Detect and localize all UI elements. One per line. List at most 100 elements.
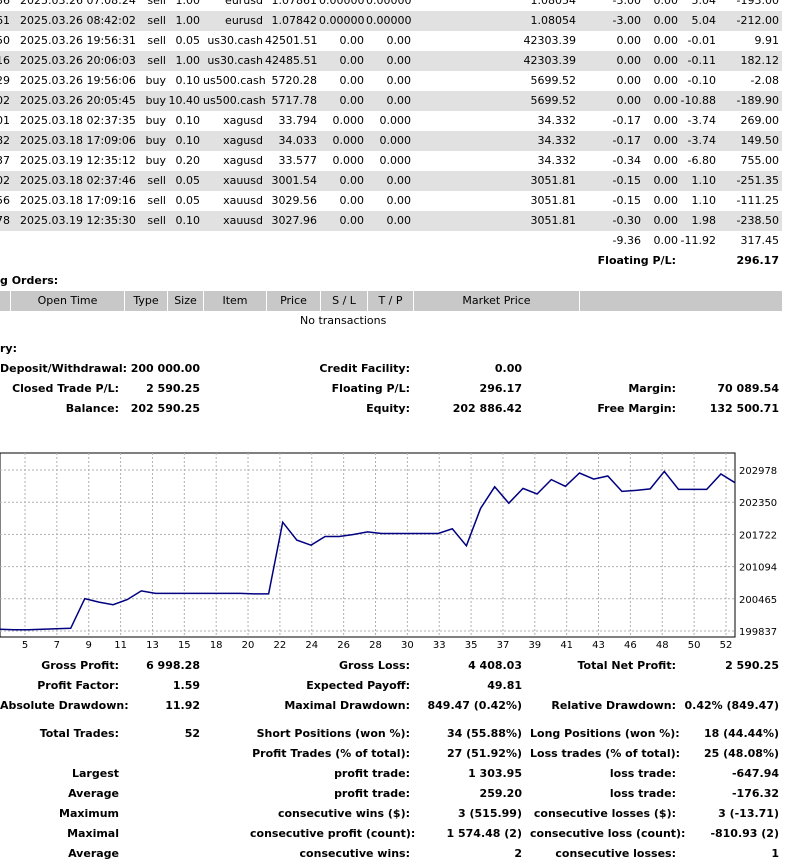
total-trades-label: Total Trades: xyxy=(39,727,119,740)
maximal-label: Maximal xyxy=(67,827,119,840)
x-tick-label: 15 xyxy=(178,640,191,650)
position-row: 01 2025.03.18 02:37:35 buy 0.10 xagusd 33.794… xyxy=(0,111,782,131)
loss-trades-value: 25 (48.08%) xyxy=(703,747,779,760)
closed-pl-label: Closed Trade P/L: xyxy=(12,382,119,395)
absolute-drawdown-value: 11.92 xyxy=(165,699,200,712)
position-id: 61 xyxy=(0,14,10,27)
col-size: Size xyxy=(167,291,203,311)
closed-pl-value: 2 590.25 xyxy=(146,382,200,395)
position-size: 0.10 xyxy=(175,134,201,147)
avg-consec-losses-value: 1 xyxy=(771,847,779,860)
profit-trades-label: Profit Trades (% of total): xyxy=(252,747,410,760)
position-row: 502025.03.26 19:56:31sell0.05us30.cash42… xyxy=(0,31,782,51)
summary-title: ry: xyxy=(0,342,17,355)
relative-drawdown-value: 0.42% (849.47) xyxy=(684,699,780,712)
position-time: 2025.03.18 02:37:46 xyxy=(20,174,136,187)
total-swap: -11.92 xyxy=(680,234,716,247)
floating-pl-value: 296.17 xyxy=(479,382,522,395)
long-positions-label: Long Positions (won %): xyxy=(530,727,680,740)
position-market: 42303.39 xyxy=(523,54,577,67)
position-item: xauusd xyxy=(223,214,263,227)
position-item: us30.cash xyxy=(207,54,263,67)
position-tp: 0.00 xyxy=(386,54,412,67)
position-swap: -0.01 xyxy=(687,34,716,47)
position-profit: -2.08 xyxy=(750,74,779,87)
position-market: 34.332 xyxy=(537,154,577,167)
max-consec-wins-label: consecutive wins ($): xyxy=(277,807,410,820)
position-swap: -3.74 xyxy=(687,134,716,147)
position-id: 50 xyxy=(0,34,10,47)
position-price: 42485.51 xyxy=(265,54,318,67)
position-row: 56 2025.03.18 17:09:16 sell 0.05 xauusd 3029.… xyxy=(0,191,782,211)
position-market: 34.332 xyxy=(537,134,577,147)
position-market: 5699.52 xyxy=(530,74,577,87)
x-tick-label: 24 xyxy=(305,640,318,650)
position-size: 1.00 xyxy=(175,0,201,7)
avg-consec-wins-label: consecutive wins: xyxy=(299,847,410,860)
position-row: 02 2025.03.18 02:37:46 sell 0.05 xauusd 3001.… xyxy=(0,171,782,191)
position-type: buy xyxy=(145,134,166,147)
position-time: 2025.03.18 17:09:16 xyxy=(20,194,136,207)
deposit-label: Deposit/Withdrawal: xyxy=(0,362,128,375)
position-item: xagusd xyxy=(223,114,263,127)
profit-factor-value: 1.59 xyxy=(172,679,200,692)
margin-label: Margin: xyxy=(628,382,676,395)
position-swap: -0.10 xyxy=(687,74,716,87)
equity-label: Equity: xyxy=(366,402,410,415)
short-positions-value: 34 (55.88%) xyxy=(446,727,522,740)
average-profit-value: 259.20 xyxy=(479,787,522,800)
gross-profit-value: 6 998.28 xyxy=(146,659,200,672)
avg-consec-wins-value: 2 xyxy=(514,847,522,860)
position-id: 82 xyxy=(0,134,10,147)
position-id: 37 xyxy=(0,154,10,167)
max-consec-losses-value: 3 (-13.71) xyxy=(718,807,779,820)
position-swap: 5.04 xyxy=(691,0,717,7)
position-taxes: 0.00 xyxy=(653,154,679,167)
floating-value: 296.17 xyxy=(736,254,779,267)
profit-trades-value: 27 (51.92%) xyxy=(446,747,522,760)
position-tp: 0.00000 xyxy=(366,14,412,27)
x-tick-label: 7 xyxy=(54,640,60,650)
position-taxes: 0.00 xyxy=(653,34,679,47)
x-tick-label: 5 xyxy=(22,640,28,650)
no-transactions: No transactions xyxy=(300,314,387,327)
x-tick-label: 39 xyxy=(528,640,541,650)
position-market: 3051.81 xyxy=(530,194,577,207)
y-tick-label: 202350 xyxy=(739,498,777,509)
absolute-drawdown-label: Absolute Drawdown: xyxy=(0,699,129,712)
position-profit: 182.12 xyxy=(740,54,780,67)
position-time: 2025.03.18 02:37:35 xyxy=(20,114,136,127)
position-tp: 0.00 xyxy=(386,74,412,87)
position-row: 36 2025.03.26 07:08:24 sell 1.00 eurusd 1.078… xyxy=(0,0,782,11)
x-tick-label: 11 xyxy=(114,640,127,650)
total-profit: 317.45 xyxy=(740,234,780,247)
position-price: 1.07861 xyxy=(271,0,318,7)
relative-drawdown-label: Relative Drawdown: xyxy=(551,699,676,712)
largest-loss-value: -647.94 xyxy=(731,767,779,780)
x-tick-label: 35 xyxy=(465,640,478,650)
position-id: 02 xyxy=(0,94,10,107)
position-type: sell xyxy=(147,214,166,227)
position-item: xagusd xyxy=(223,134,263,147)
total-commission: -9.36 xyxy=(612,234,641,247)
total-net-label: Total Net Profit: xyxy=(577,659,677,672)
position-comm: -0.30 xyxy=(612,214,641,227)
position-sl: 0.000 xyxy=(332,114,365,127)
credit-value: 0.00 xyxy=(494,362,522,375)
position-tp: 0.00 xyxy=(386,194,412,207)
position-price: 3027.96 xyxy=(271,214,318,227)
x-tick-label: 22 xyxy=(274,640,287,650)
short-positions-label: Short Positions (won %): xyxy=(256,727,410,740)
position-time: 2025.03.26 20:05:45 xyxy=(20,94,136,107)
largest-profit-value: 1 303.95 xyxy=(468,767,522,780)
position-type: sell xyxy=(147,0,166,7)
average-label: Average xyxy=(68,787,119,800)
position-comm: -0.15 xyxy=(612,194,641,207)
gross-loss-value: 4 408.03 xyxy=(468,659,522,672)
position-time: 2025.03.19 12:35:30 xyxy=(20,214,136,227)
largest-label: Largest xyxy=(72,767,119,780)
position-item: xagusd xyxy=(223,154,263,167)
free-margin-value: 132 500.71 xyxy=(709,402,779,415)
